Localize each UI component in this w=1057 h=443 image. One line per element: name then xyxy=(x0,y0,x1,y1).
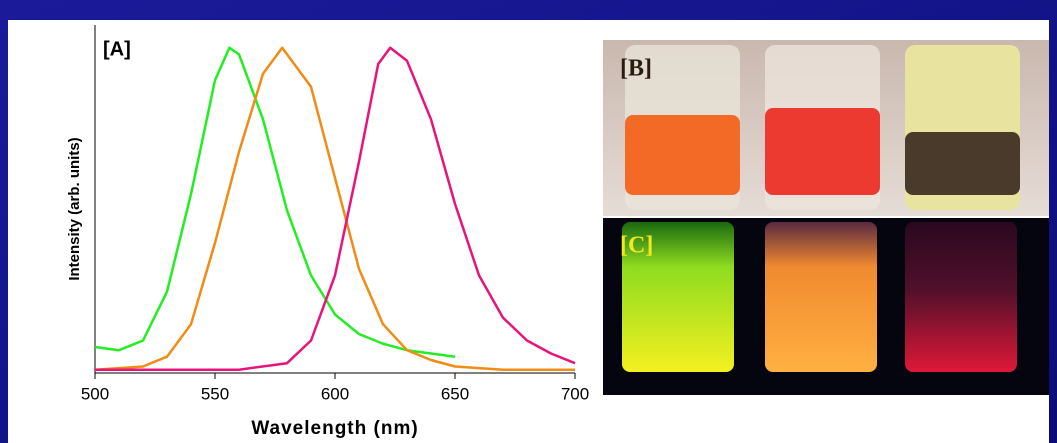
x-tick-label: 650 xyxy=(441,384,469,403)
slide: [B] [C] 500 550 600 650 700 Wavelength (nm) In… xyxy=(0,0,1057,443)
x-axis-label: Wavelength (nm) xyxy=(251,418,418,439)
y-axis-label: Intensity (arb. units) xyxy=(66,137,83,280)
x-tick-label: 700 xyxy=(561,384,589,403)
x-tick-label: 550 xyxy=(201,384,229,403)
x-tick-label: 500 xyxy=(81,384,109,403)
annotation: [A] xyxy=(103,38,131,60)
photo-c: [C] xyxy=(603,218,1049,395)
x-tick-label: 600 xyxy=(321,384,349,403)
photo-b: [B] xyxy=(603,40,1049,216)
photo-label: [B] xyxy=(620,56,652,82)
photo-label: [C] xyxy=(620,233,653,259)
